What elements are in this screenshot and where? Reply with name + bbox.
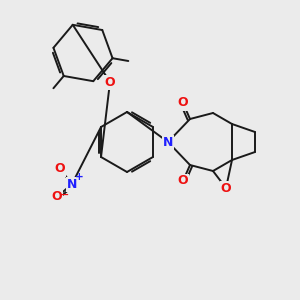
Text: O: O (178, 97, 188, 110)
Text: −: − (60, 190, 70, 200)
Text: N: N (163, 136, 173, 148)
Text: N: N (67, 178, 77, 190)
Text: O: O (178, 175, 188, 188)
Text: O: O (55, 163, 65, 176)
Text: +: + (75, 172, 83, 182)
Text: O: O (52, 190, 62, 203)
Text: O: O (221, 182, 231, 194)
Text: O: O (105, 76, 115, 88)
